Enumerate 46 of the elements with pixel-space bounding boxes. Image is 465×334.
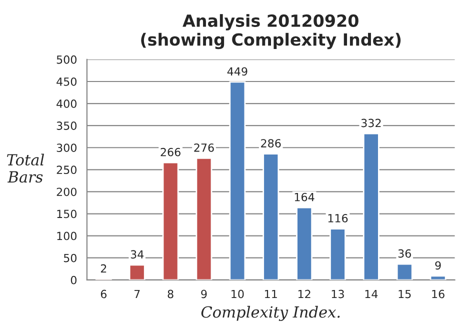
x-tick-label: 7 bbox=[134, 290, 140, 298]
y-tick-label: 300 bbox=[56, 144, 76, 152]
x-tick-label: 6 bbox=[100, 290, 107, 298]
data-label: 276 bbox=[194, 143, 214, 152]
data-label: 266 bbox=[160, 148, 180, 156]
bar bbox=[162, 162, 179, 280]
y-tick-label: 400 bbox=[56, 100, 76, 108]
bar bbox=[229, 81, 246, 280]
bar bbox=[128, 264, 146, 280]
x-tick-label: 15 bbox=[398, 290, 411, 298]
x-tick-label: 13 bbox=[332, 290, 344, 298]
bar bbox=[262, 153, 280, 280]
data-label: 116 bbox=[328, 214, 348, 222]
bar bbox=[330, 228, 346, 280]
data-label: 9 bbox=[435, 261, 441, 270]
data-label: 34 bbox=[130, 250, 144, 259]
data-label: 36 bbox=[398, 249, 411, 258]
y-tick-label: 150 bbox=[57, 210, 76, 218]
x-tick-label: 8 bbox=[168, 290, 174, 298]
bar bbox=[296, 206, 313, 280]
data-label: 164 bbox=[294, 192, 314, 202]
y-axis-title: Total Bars bbox=[7, 154, 44, 183]
x-tick-label: 11 bbox=[265, 290, 277, 298]
y-tick-label: 450 bbox=[56, 77, 76, 86]
bar bbox=[196, 158, 212, 280]
data-label: 449 bbox=[227, 67, 248, 76]
chart-title: Analysis 20120920 (showing Complexity Index) bbox=[141, 14, 401, 50]
x-tick-label: 16 bbox=[432, 290, 444, 298]
y-tick-label: 250 bbox=[56, 166, 76, 174]
data-label: 2 bbox=[100, 264, 106, 273]
y-tick-label: 500 bbox=[56, 55, 76, 64]
x-tick-label: 9 bbox=[201, 290, 207, 298]
bar bbox=[430, 275, 446, 280]
bar bbox=[362, 132, 380, 280]
y-tick-label: 0 bbox=[70, 276, 76, 284]
y-tick-label: 50 bbox=[64, 254, 76, 262]
y-tick-label: 200 bbox=[56, 188, 76, 196]
bar bbox=[396, 263, 413, 280]
x-axis-title: Complexity Index. bbox=[201, 306, 340, 321]
x-tick-label: 10 bbox=[232, 290, 244, 298]
data-label: 332 bbox=[361, 118, 381, 128]
x-tick-label: 12 bbox=[298, 290, 310, 298]
x-tick-label: 14 bbox=[365, 290, 378, 298]
data-label: 286 bbox=[261, 139, 281, 148]
y-tick-label: 100 bbox=[57, 232, 76, 240]
y-tick-label: 350 bbox=[56, 122, 76, 130]
